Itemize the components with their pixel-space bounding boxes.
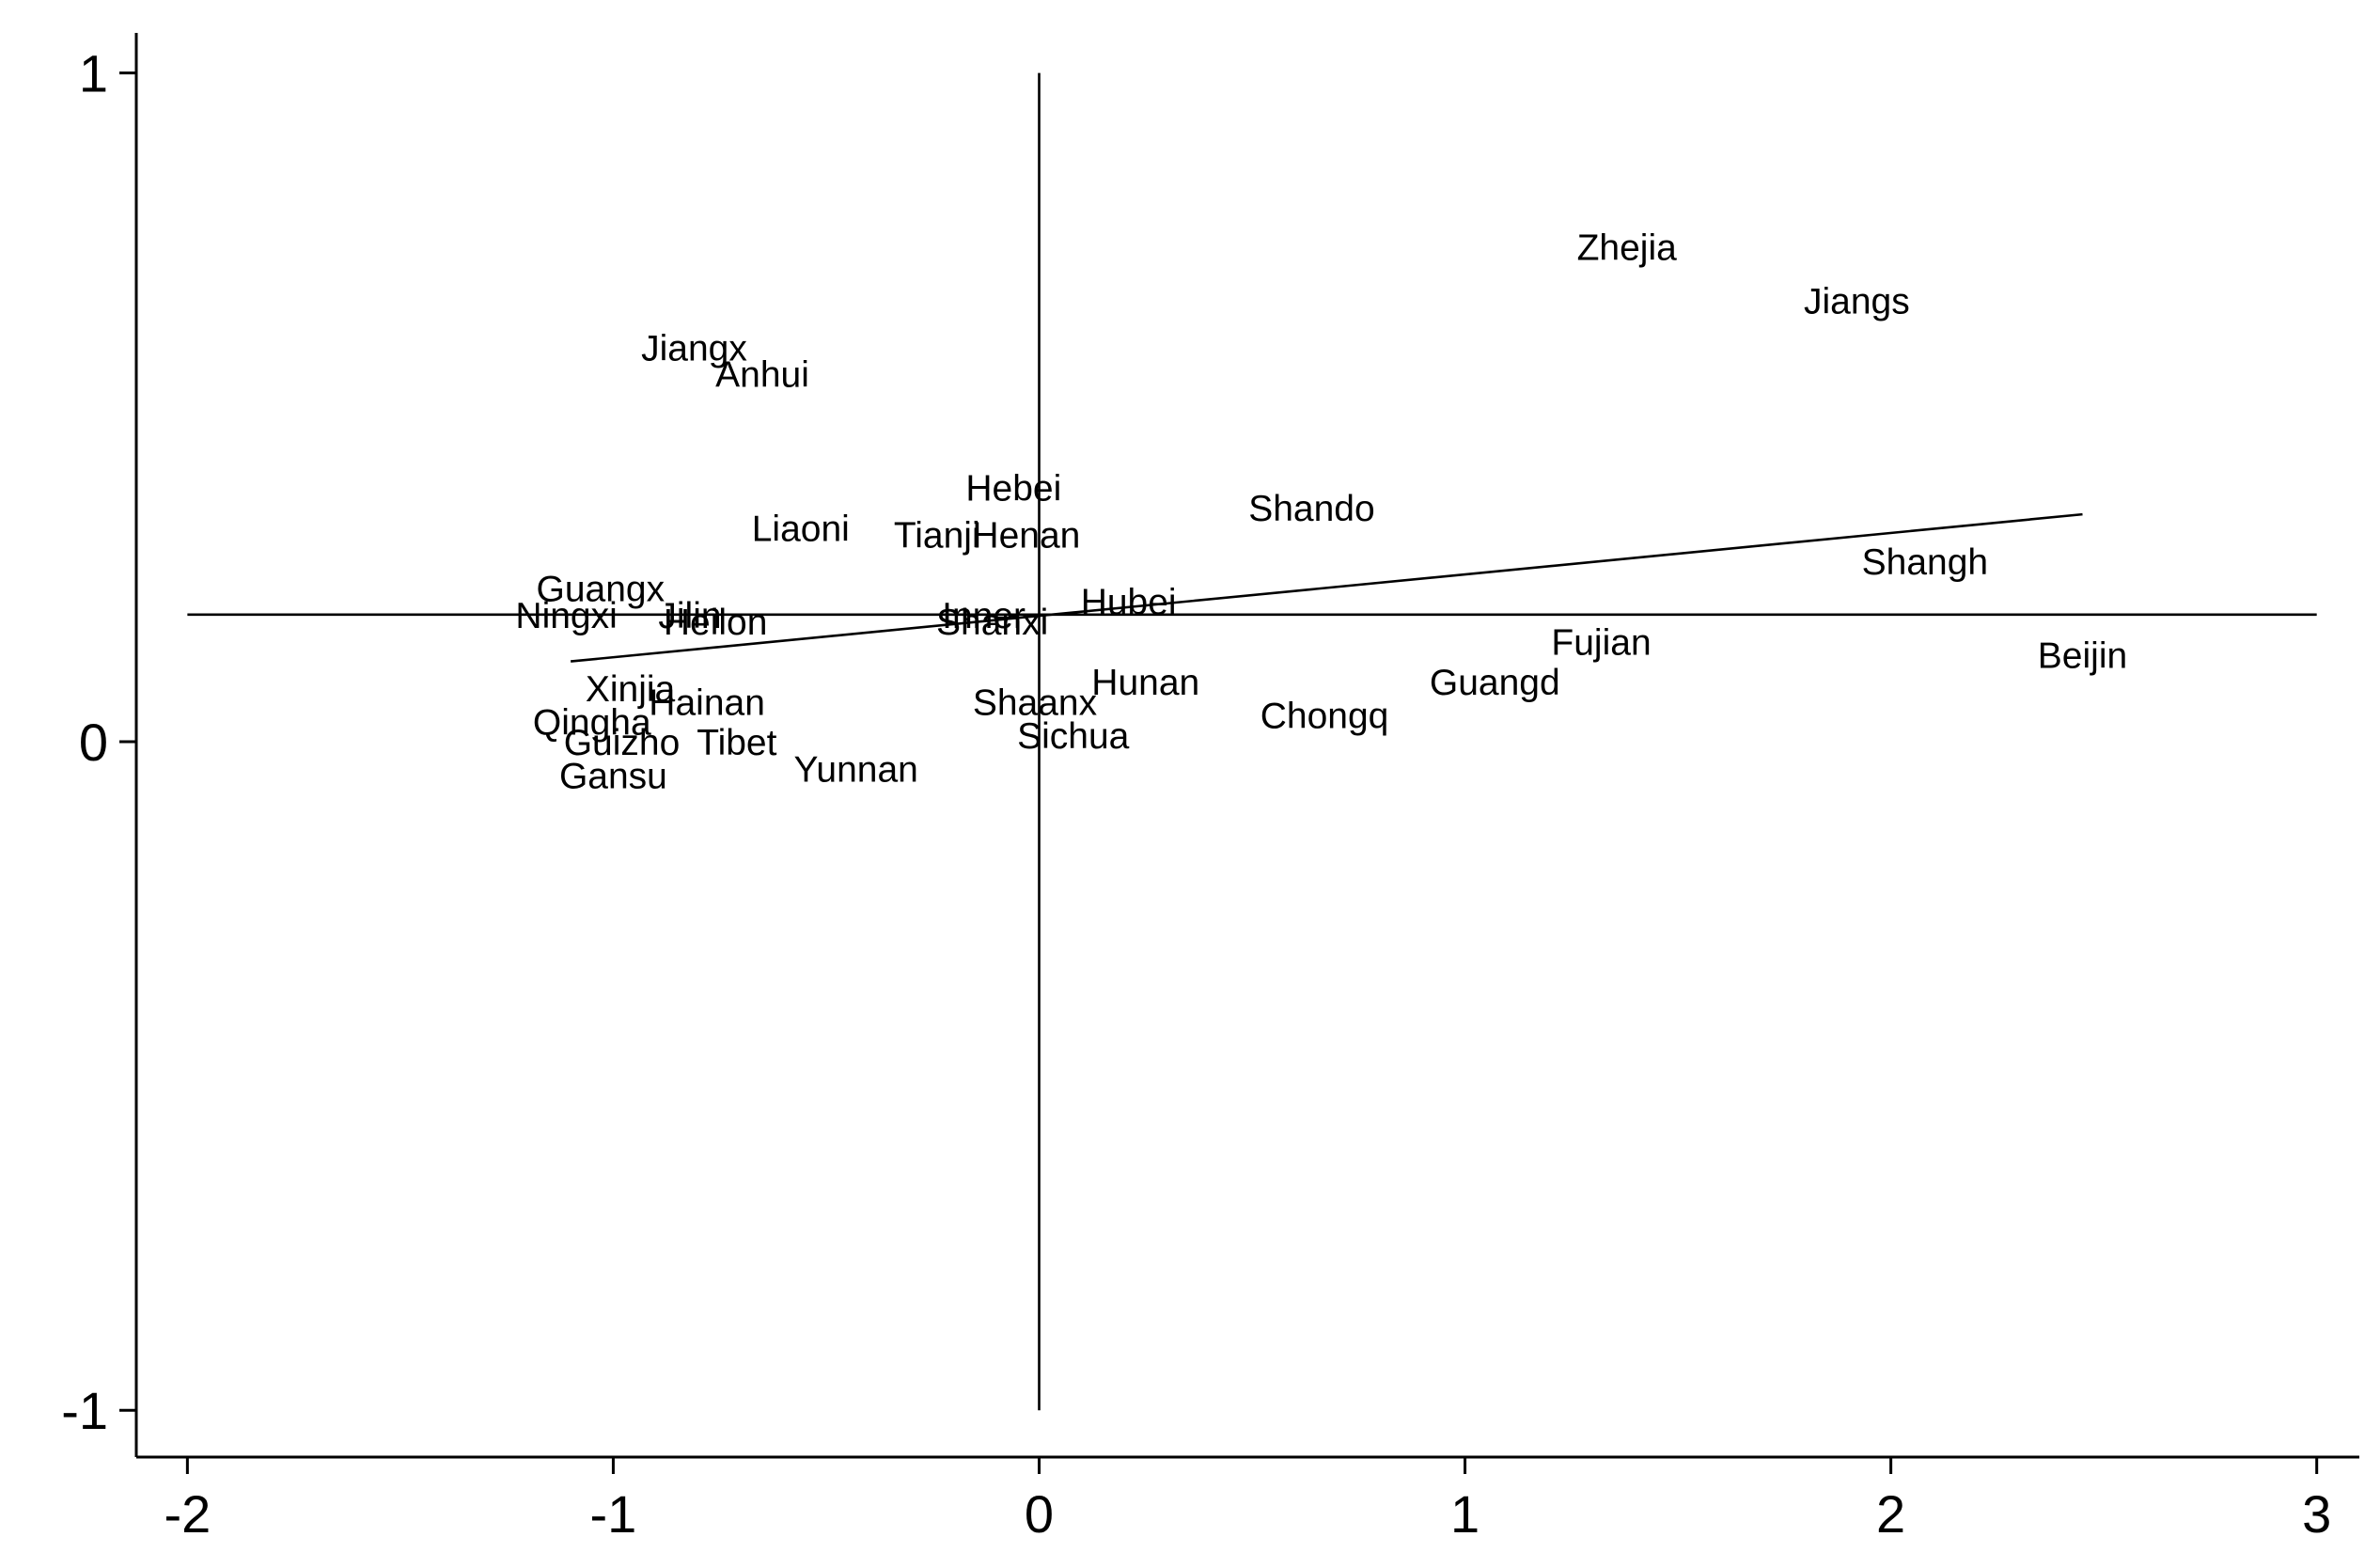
point-label: Ningxi [515, 596, 617, 636]
x-tick-label: 0 [1025, 1484, 1054, 1544]
point-label: Liaoni [752, 509, 850, 549]
point-label: Tibet [697, 723, 776, 763]
point-label: Shangh [1862, 542, 1988, 583]
point-label: Qingha [533, 703, 651, 744]
point-label: Jiangx [641, 328, 747, 368]
point-label: Anhui [715, 355, 809, 396]
point-label: Chongq [1260, 696, 1389, 736]
point-label: Xinjia [586, 669, 676, 710]
point-label: Jiangs [1804, 282, 1910, 322]
point-label: Guangd [1430, 663, 1560, 703]
x-tick-label: 2 [1876, 1484, 1905, 1544]
point-label: Tianji [894, 515, 980, 556]
y-tick-label: -1 [61, 1381, 108, 1440]
point-label: Zhejia [1577, 228, 1678, 269]
ticks: -2 -1 0 1 2 3 -1 0 1 [61, 44, 2331, 1544]
fit-line [571, 512, 2083, 663]
x-tick-label: -1 [590, 1484, 637, 1544]
point-label: Shanxi [936, 603, 1048, 643]
point-label: Yunnan [794, 749, 918, 790]
point-label: Fujian [1551, 622, 1651, 663]
point-label: Beijin [2038, 635, 2127, 676]
point-label: Hunan [1091, 663, 1199, 703]
x-tick-label: 1 [1450, 1484, 1480, 1544]
point-label: Hebei [965, 469, 1061, 510]
point-label: Guizho [564, 723, 681, 763]
point-label: Jilin [658, 596, 721, 636]
point-label: Henan [972, 515, 1080, 556]
point-label: Heilon [664, 603, 768, 643]
x-tick-label: 3 [2302, 1484, 2331, 1544]
point-label: Gansu [559, 757, 667, 797]
axes [134, 33, 2359, 1459]
point-label: Hubei [1081, 583, 1177, 623]
y-tick-label: 1 [79, 44, 108, 103]
point-label: Inner [942, 596, 1026, 636]
reference-lines [187, 72, 2317, 1411]
point-label: Sichua [1017, 716, 1130, 757]
point-label: Shando [1248, 489, 1374, 529]
x-tick-label: -2 [164, 1484, 211, 1544]
point-label: Hainan [649, 682, 765, 723]
point-label: Shaanx [973, 682, 1098, 723]
y-tick-label: 0 [79, 713, 108, 772]
point-label: Guangx [537, 569, 665, 609]
